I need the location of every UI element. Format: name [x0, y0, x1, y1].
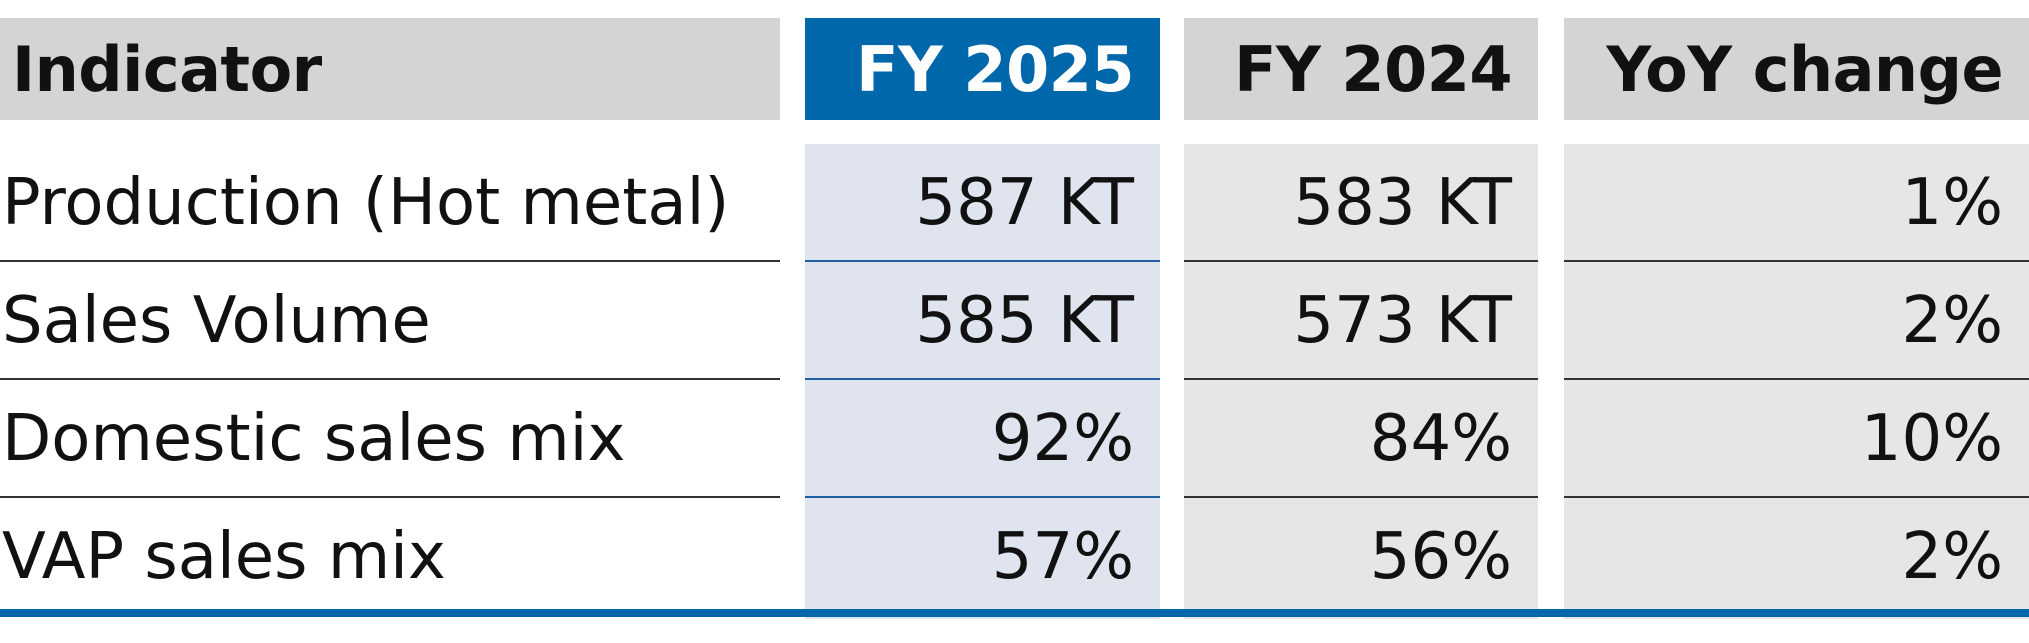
header-fy2024: FY 2024 [1184, 18, 1538, 120]
row-4-fy2025: 57% [991, 519, 1134, 594]
row-4-yoy: 2% [1901, 519, 2003, 594]
row-1-indicator: Production (Hot metal) [2, 165, 730, 240]
table-bottom-rule [0, 609, 2029, 617]
fy2024-column-background [1184, 144, 1538, 619]
row-4-indicator: VAP sales mix [2, 519, 446, 594]
row-1-fy2024: 583 KT [1293, 165, 1512, 240]
table-header-row: Indicator FY 2025 FY 2024 YoY change [0, 18, 2029, 120]
row-2-fy2024: 573 KT [1293, 283, 1512, 358]
row-2-yoy: 2% [1901, 283, 2003, 358]
row-3-indicator: Domestic sales mix [2, 401, 626, 476]
header-yoy-change: YoY change [1564, 18, 2029, 120]
row-3-yoy: 10% [1860, 401, 2003, 476]
row-4-fy2024: 56% [1369, 519, 1512, 594]
row-divider [805, 496, 1160, 498]
header-indicator: Indicator [0, 18, 780, 120]
row-2-fy2025: 585 KT [915, 283, 1134, 358]
row-2-indicator: Sales Volume [2, 283, 431, 358]
row-divider [0, 378, 780, 380]
row-divider [1564, 260, 2029, 262]
header-fy2025: FY 2025 [805, 18, 1160, 120]
row-divider [0, 496, 780, 498]
row-1-yoy: 1% [1901, 165, 2003, 240]
row-divider [805, 378, 1160, 380]
row-divider [0, 260, 780, 262]
row-divider [1564, 378, 2029, 380]
yoy-column-background [1564, 144, 2029, 619]
row-1-fy2025: 587 KT [915, 165, 1134, 240]
row-divider [805, 260, 1160, 262]
row-divider [1184, 378, 1538, 380]
row-divider [1564, 496, 2029, 498]
fy2025-column-background [805, 144, 1160, 619]
row-3-fy2024: 84% [1369, 401, 1512, 476]
row-divider [1184, 496, 1538, 498]
row-3-fy2025: 92% [991, 401, 1134, 476]
row-divider [1184, 260, 1538, 262]
